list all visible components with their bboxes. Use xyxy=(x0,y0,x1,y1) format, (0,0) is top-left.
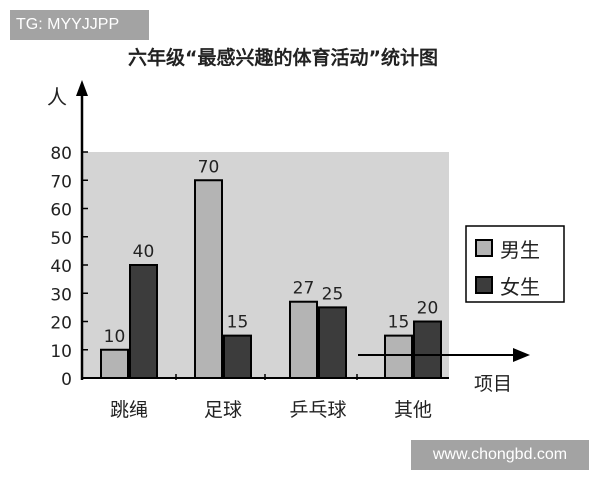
bar-boys xyxy=(289,300,318,380)
bar-girls xyxy=(129,264,158,379)
legend-label-boys: 男生 xyxy=(500,238,540,262)
legend-label-girls: 女生 xyxy=(500,275,540,299)
bar-girls xyxy=(223,334,252,379)
x-axis-arrow-icon xyxy=(513,348,530,362)
y-tick-label: 80 xyxy=(50,144,72,164)
y-tick-label: 60 xyxy=(50,201,72,221)
x-tick-label: 足球 xyxy=(204,399,242,421)
legend-swatch-girls xyxy=(475,276,493,294)
bar-boys xyxy=(194,179,223,379)
data-label: 25 xyxy=(322,284,344,304)
bar-boys xyxy=(100,348,129,379)
x-tick-label: 乒乓球 xyxy=(289,399,346,421)
y-tick-label: 50 xyxy=(50,229,72,249)
bar-boys xyxy=(384,334,413,379)
watermark-top: TG: MYYJJPP xyxy=(10,10,149,40)
watermark-bottom: www.chongbd.com xyxy=(411,440,589,470)
bar-girls xyxy=(413,320,442,379)
data-label: 27 xyxy=(293,279,315,299)
y-tick-label: 20 xyxy=(50,314,72,334)
y-tick-label: 40 xyxy=(50,257,72,277)
data-label: 15 xyxy=(388,313,410,333)
y-tick-label: 30 xyxy=(50,285,72,305)
data-label: 40 xyxy=(133,242,155,262)
y-tick-label: 10 xyxy=(50,342,72,362)
y-tick-label: 0 xyxy=(61,370,72,390)
y-axis-label: 人 xyxy=(47,85,67,109)
x-tick-label: 其他 xyxy=(394,399,432,421)
data-label: 20 xyxy=(417,299,439,319)
legend-swatch-boys xyxy=(475,239,493,257)
x-tick-label: 跳绳 xyxy=(110,399,148,421)
data-label: 70 xyxy=(198,157,220,177)
chart-title: 六年级“最感兴趣的体育活动”统计图 xyxy=(128,46,438,69)
data-label: 15 xyxy=(227,313,249,333)
y-axis-arrow-icon xyxy=(76,80,88,96)
data-label: 10 xyxy=(104,327,126,347)
x-axis-label: 项目 xyxy=(474,373,512,395)
y-tick-label: 70 xyxy=(50,172,72,192)
bar-girls xyxy=(318,306,347,379)
legend: 男生 女生 xyxy=(465,225,565,303)
